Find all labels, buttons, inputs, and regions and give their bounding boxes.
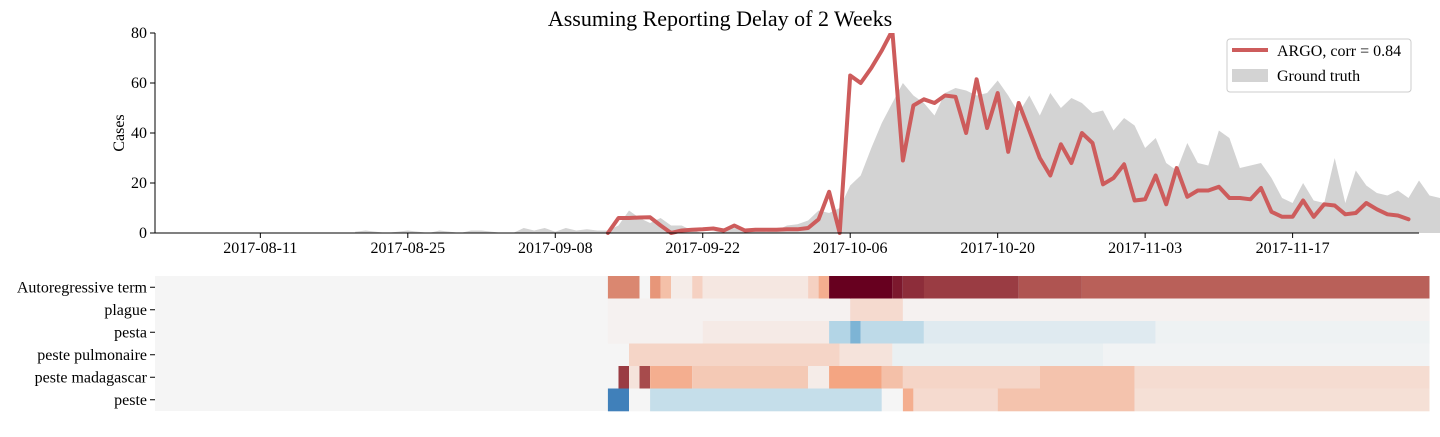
heatmap-row-label: peste: [114, 392, 147, 409]
heatmap-row-label: peste madagascar: [35, 369, 148, 386]
heatmap-cell: [850, 321, 861, 344]
heatmap-row-label: pesta: [114, 324, 147, 341]
y-tick-label: 80: [131, 25, 147, 42]
heatmap-cell: [607, 276, 640, 299]
y-tick-label: 40: [131, 125, 147, 142]
heatmap-cell: [607, 388, 629, 412]
y-tick-label: 20: [131, 175, 147, 192]
heatmap-cell: [1103, 343, 1430, 367]
x-tick-label: 2017-11-03: [1108, 240, 1182, 257]
heatmap-cell: [607, 298, 851, 322]
heatmap-area: Autoregressive term plague pesta peste pulm…: [17, 276, 1430, 412]
heatmap-cell: [1018, 276, 1082, 299]
heatmap-cell: [829, 366, 882, 389]
legend: ARGO, corr = 0.84 Ground truth: [1226, 38, 1412, 93]
heatmap-row-label: plague: [104, 302, 147, 319]
heatmap-cell: [902, 276, 924, 299]
heatmap-cell: [808, 276, 819, 299]
heatmap-row-label: Autoregressive term: [17, 279, 148, 296]
heatmap-cell: [629, 366, 640, 389]
x-tick-label: 2017-09-08: [518, 240, 593, 257]
heatmap-cell: [639, 366, 650, 389]
heatmap-cell: [829, 321, 851, 344]
heatmap-cell: [650, 276, 661, 299]
heatmap-cell: [1134, 388, 1430, 412]
heatmap-cell: [1134, 366, 1430, 389]
heatmap-cell: [629, 343, 840, 367]
legend-ground-truth-label: Ground truth: [1277, 68, 1360, 85]
heatmap-cell: [892, 343, 1103, 367]
heatmap-cell: [881, 388, 903, 412]
heatmap-cell: [650, 366, 693, 389]
heatmap-cell: [839, 343, 893, 367]
heatmap-cell: [829, 276, 893, 299]
x-tick-label: 2017-10-06: [813, 240, 888, 257]
heatmap-cell: [881, 366, 903, 389]
heatmap-cell: [671, 276, 693, 299]
heatmap-cell: [1039, 366, 1135, 389]
heatmap-cell: [808, 366, 830, 389]
y-tick-label: 60: [131, 75, 147, 92]
heatmap-row-label: peste pulmonaire: [37, 347, 147, 364]
heatmap-cell: [660, 276, 672, 299]
legend-box: [1226, 38, 1412, 93]
heatmap-cell: [850, 298, 903, 322]
chart-title: Assuming Reporting Delay of 2 Weeks: [548, 6, 892, 31]
heatmap-cell: [902, 388, 914, 412]
heatmap-cell: [902, 298, 1430, 322]
x-tick-label: 2017-11-17: [1256, 240, 1330, 257]
x-tick-label: 2017-08-11: [223, 240, 297, 257]
heatmap-cell: [692, 276, 703, 299]
legend-ground-truth-swatch: [1232, 69, 1268, 82]
heatmap-cell: [618, 366, 629, 389]
heatmap-cell: [860, 321, 924, 344]
x-tick-label: 2017-10-20: [960, 240, 1035, 257]
heatmap-cell: [892, 276, 903, 299]
x-tick-label: 2017-09-22: [665, 240, 740, 257]
heatmap-cell: [692, 366, 809, 389]
argo-series-line: [605, 33, 1411, 235]
heatmap-cell: [1155, 321, 1430, 344]
y-axis-label: Cases: [111, 114, 128, 151]
x-tick-label: 2017-08-25: [370, 240, 445, 257]
heatmap-cell: [650, 388, 882, 412]
heatmap-cell: [923, 321, 1156, 344]
heatmap-cell: [639, 276, 650, 299]
heatmap-cell: [997, 388, 1135, 412]
y-tick-label: 0: [139, 225, 147, 242]
heatmap-cell: [702, 321, 830, 344]
heatmap-cell: [607, 321, 703, 344]
line-plot-area: 0 20 40 60 80 2017-08-11 2017-08-25 2017-09-08 2…: [131, 25, 1440, 257]
heatmap-cell: [913, 388, 998, 412]
legend-argo-label: ARGO, corr = 0.84: [1277, 43, 1401, 60]
heatmap-cell: [629, 388, 651, 412]
heatmap-cell: [702, 276, 808, 299]
heatmap-cell: [1081, 276, 1430, 299]
heatmap-cell: [923, 276, 1019, 299]
heatmap-cell: [818, 276, 830, 299]
heatmap-cell: [902, 366, 1040, 389]
